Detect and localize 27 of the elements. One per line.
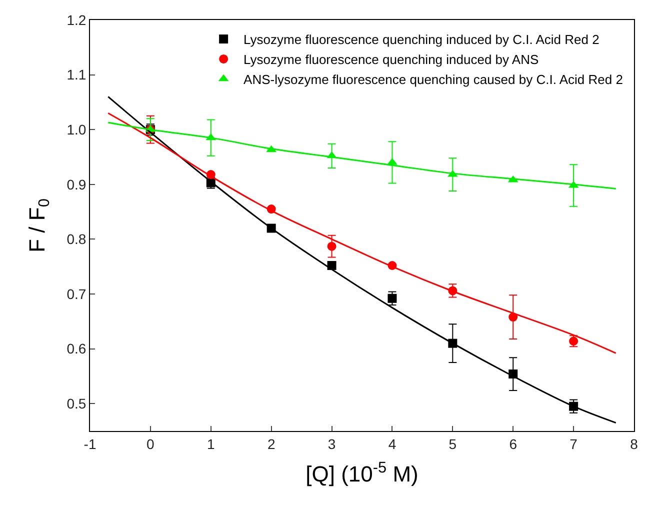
- x-tick-label: 2: [267, 436, 276, 452]
- y-tick-label: 1.1: [66, 66, 86, 83]
- x-tick-label: 8: [630, 436, 638, 452]
- x-tick-label: 1: [206, 436, 215, 452]
- x-axis-title: [Q] (10$^{-5}$ M): [306, 459, 418, 487]
- x-tick-label: 6: [509, 436, 518, 452]
- line-series: [107, 96, 617, 424]
- line-series: [107, 122, 617, 190]
- y-tick-label: 0.8: [66, 231, 86, 248]
- y-tick-label: 1.2: [66, 12, 86, 28]
- x-tick-label: 3: [328, 436, 336, 452]
- y-tick-label: 0.5: [66, 396, 86, 412]
- x-tick-label: 0: [146, 436, 155, 452]
- legend-label: Lysozyme fluorescence quenching induced by ANS: [244, 52, 539, 68]
- y-tick-label: 0.9: [66, 176, 86, 192]
- y-tick-label: 1.0: [66, 122, 86, 138]
- legend-label: Lysozyme fluorescence quenching induced by C.I. Acid Red 2: [244, 32, 600, 48]
- point: [327, 261, 336, 270]
- line-series: [107, 112, 617, 354]
- y-tick-label: 0.7: [66, 286, 86, 302]
- point: [327, 242, 336, 251]
- x-tick-label: 7: [570, 436, 578, 452]
- legend-label: ANS-lysozyme fluorescence quenching caused by C.I. Acid Red 2: [244, 72, 623, 87]
- y-tick-label: 0.6: [66, 340, 86, 357]
- x-tick-label: 5: [448, 436, 457, 452]
- x-tick-label: 4: [388, 436, 396, 452]
- x-tick-label: -1: [84, 436, 96, 452]
